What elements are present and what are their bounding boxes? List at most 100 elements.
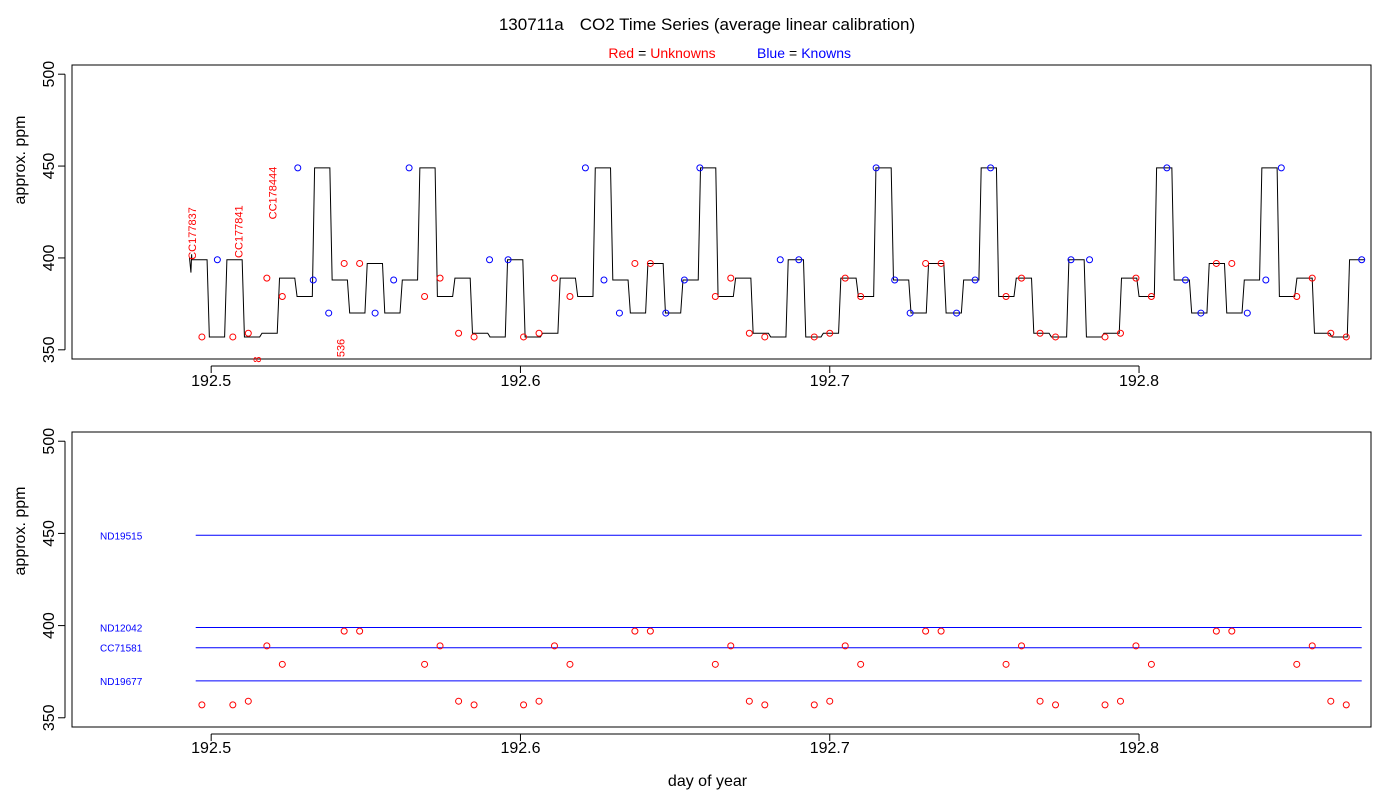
unknown-point [566, 293, 574, 301]
unknown-point [1293, 660, 1301, 668]
known-point [906, 309, 914, 317]
unknown-point [278, 660, 286, 668]
unknown-point [1342, 701, 1350, 709]
known-point [294, 164, 302, 172]
known-point [371, 309, 379, 317]
known-point [662, 309, 670, 317]
legend-unknowns-eq: = [638, 45, 646, 61]
reference-line-label: CC71581 [100, 644, 143, 655]
unknown-point [711, 660, 719, 668]
unknown-point [841, 642, 849, 650]
unknown-point [922, 259, 930, 267]
unknown-point [1018, 274, 1026, 282]
unknown-point [711, 293, 719, 301]
legend-knowns-eq: = [789, 45, 797, 61]
unknown-point [278, 293, 286, 301]
unknown-point [421, 293, 429, 301]
x-tick-label: 192.8 [1119, 740, 1159, 757]
known-point [1163, 164, 1171, 172]
unknown-point [535, 329, 543, 337]
unknown-point [550, 274, 558, 282]
x-tick-label: 192.7 [810, 373, 850, 390]
unknown-point [356, 627, 364, 635]
unknown-point [1132, 274, 1140, 282]
unknown-point [1052, 333, 1060, 341]
unknown-point [841, 274, 849, 282]
unknown-point [727, 274, 735, 282]
known-point [1262, 276, 1270, 284]
unknown-point [1327, 697, 1335, 705]
x-axis-label: day of year [668, 773, 748, 790]
unknown-point [1308, 274, 1316, 282]
known-point [1197, 309, 1205, 317]
sample-annotation: CC177841 [233, 205, 245, 258]
unknown-point [356, 259, 364, 267]
known-point [987, 164, 995, 172]
unknown-point [198, 701, 206, 709]
unknown-point [1002, 293, 1010, 301]
y-tick-label: 350 [41, 704, 58, 731]
unknown-point [1228, 627, 1236, 635]
unknown-point [1116, 697, 1124, 705]
x-tick-label: 192.5 [191, 740, 231, 757]
known-point [213, 256, 221, 264]
unknown-point [1293, 293, 1301, 301]
unknown-point [646, 627, 654, 635]
unknown-point [745, 329, 753, 337]
known-point [1086, 256, 1094, 264]
legend-knowns-color: Blue [757, 45, 785, 61]
y-tick-label: 450 [41, 153, 58, 180]
known-point [390, 276, 398, 284]
unknown-point [1101, 701, 1109, 709]
unknown-point [745, 697, 753, 705]
unknown-point [761, 701, 769, 709]
unknown-point [922, 627, 930, 635]
plot-frame [71, 64, 1372, 360]
unknown-point [1036, 697, 1044, 705]
unknown-point [340, 627, 348, 635]
x-tick-label: 192.7 [810, 740, 850, 757]
unknown-point [631, 259, 639, 267]
known-point [1277, 164, 1285, 172]
figure-title: 130711a CO2 Time Series (average linear c… [499, 15, 915, 34]
unknown-point [455, 697, 463, 705]
unknown-point [229, 333, 237, 341]
unknown-point [857, 293, 865, 301]
unknown-point [1002, 660, 1010, 668]
unknown-point [198, 333, 206, 341]
known-point [325, 309, 333, 317]
unknown-point [1018, 642, 1026, 650]
unknown-point [470, 701, 478, 709]
legend-unknowns: Red = Unknowns [608, 45, 715, 61]
known-point [1067, 256, 1075, 264]
unknown-point [520, 333, 528, 341]
unknown-point [436, 274, 444, 282]
unknown-point [826, 697, 834, 705]
known-point [504, 256, 512, 264]
legend-knowns: Blue = Knowns [757, 45, 851, 61]
known-point [581, 164, 589, 172]
known-point [891, 276, 899, 284]
unknown-point [436, 642, 444, 650]
unknown-point [520, 701, 528, 709]
legend-unknowns-color: Red [608, 45, 634, 61]
known-point [795, 256, 803, 264]
unknown-point [244, 329, 252, 337]
known-point [953, 309, 961, 317]
plot-frame [71, 431, 1372, 728]
y-tick-label: 500 [41, 428, 58, 455]
unknown-point [1052, 701, 1060, 709]
unknown-point [1101, 333, 1109, 341]
unknown-point [1342, 333, 1350, 341]
known-point [696, 164, 704, 172]
known-point [600, 276, 608, 284]
unknown-point [1116, 329, 1124, 337]
unknown-point [340, 259, 348, 267]
unknown-point [810, 333, 818, 341]
reference-line-label: ND19515 [100, 531, 143, 542]
sample-annotation: CC177837 [187, 207, 199, 260]
unknown-point [1308, 642, 1316, 650]
unknown-point [727, 642, 735, 650]
unknown-point [1228, 259, 1236, 267]
